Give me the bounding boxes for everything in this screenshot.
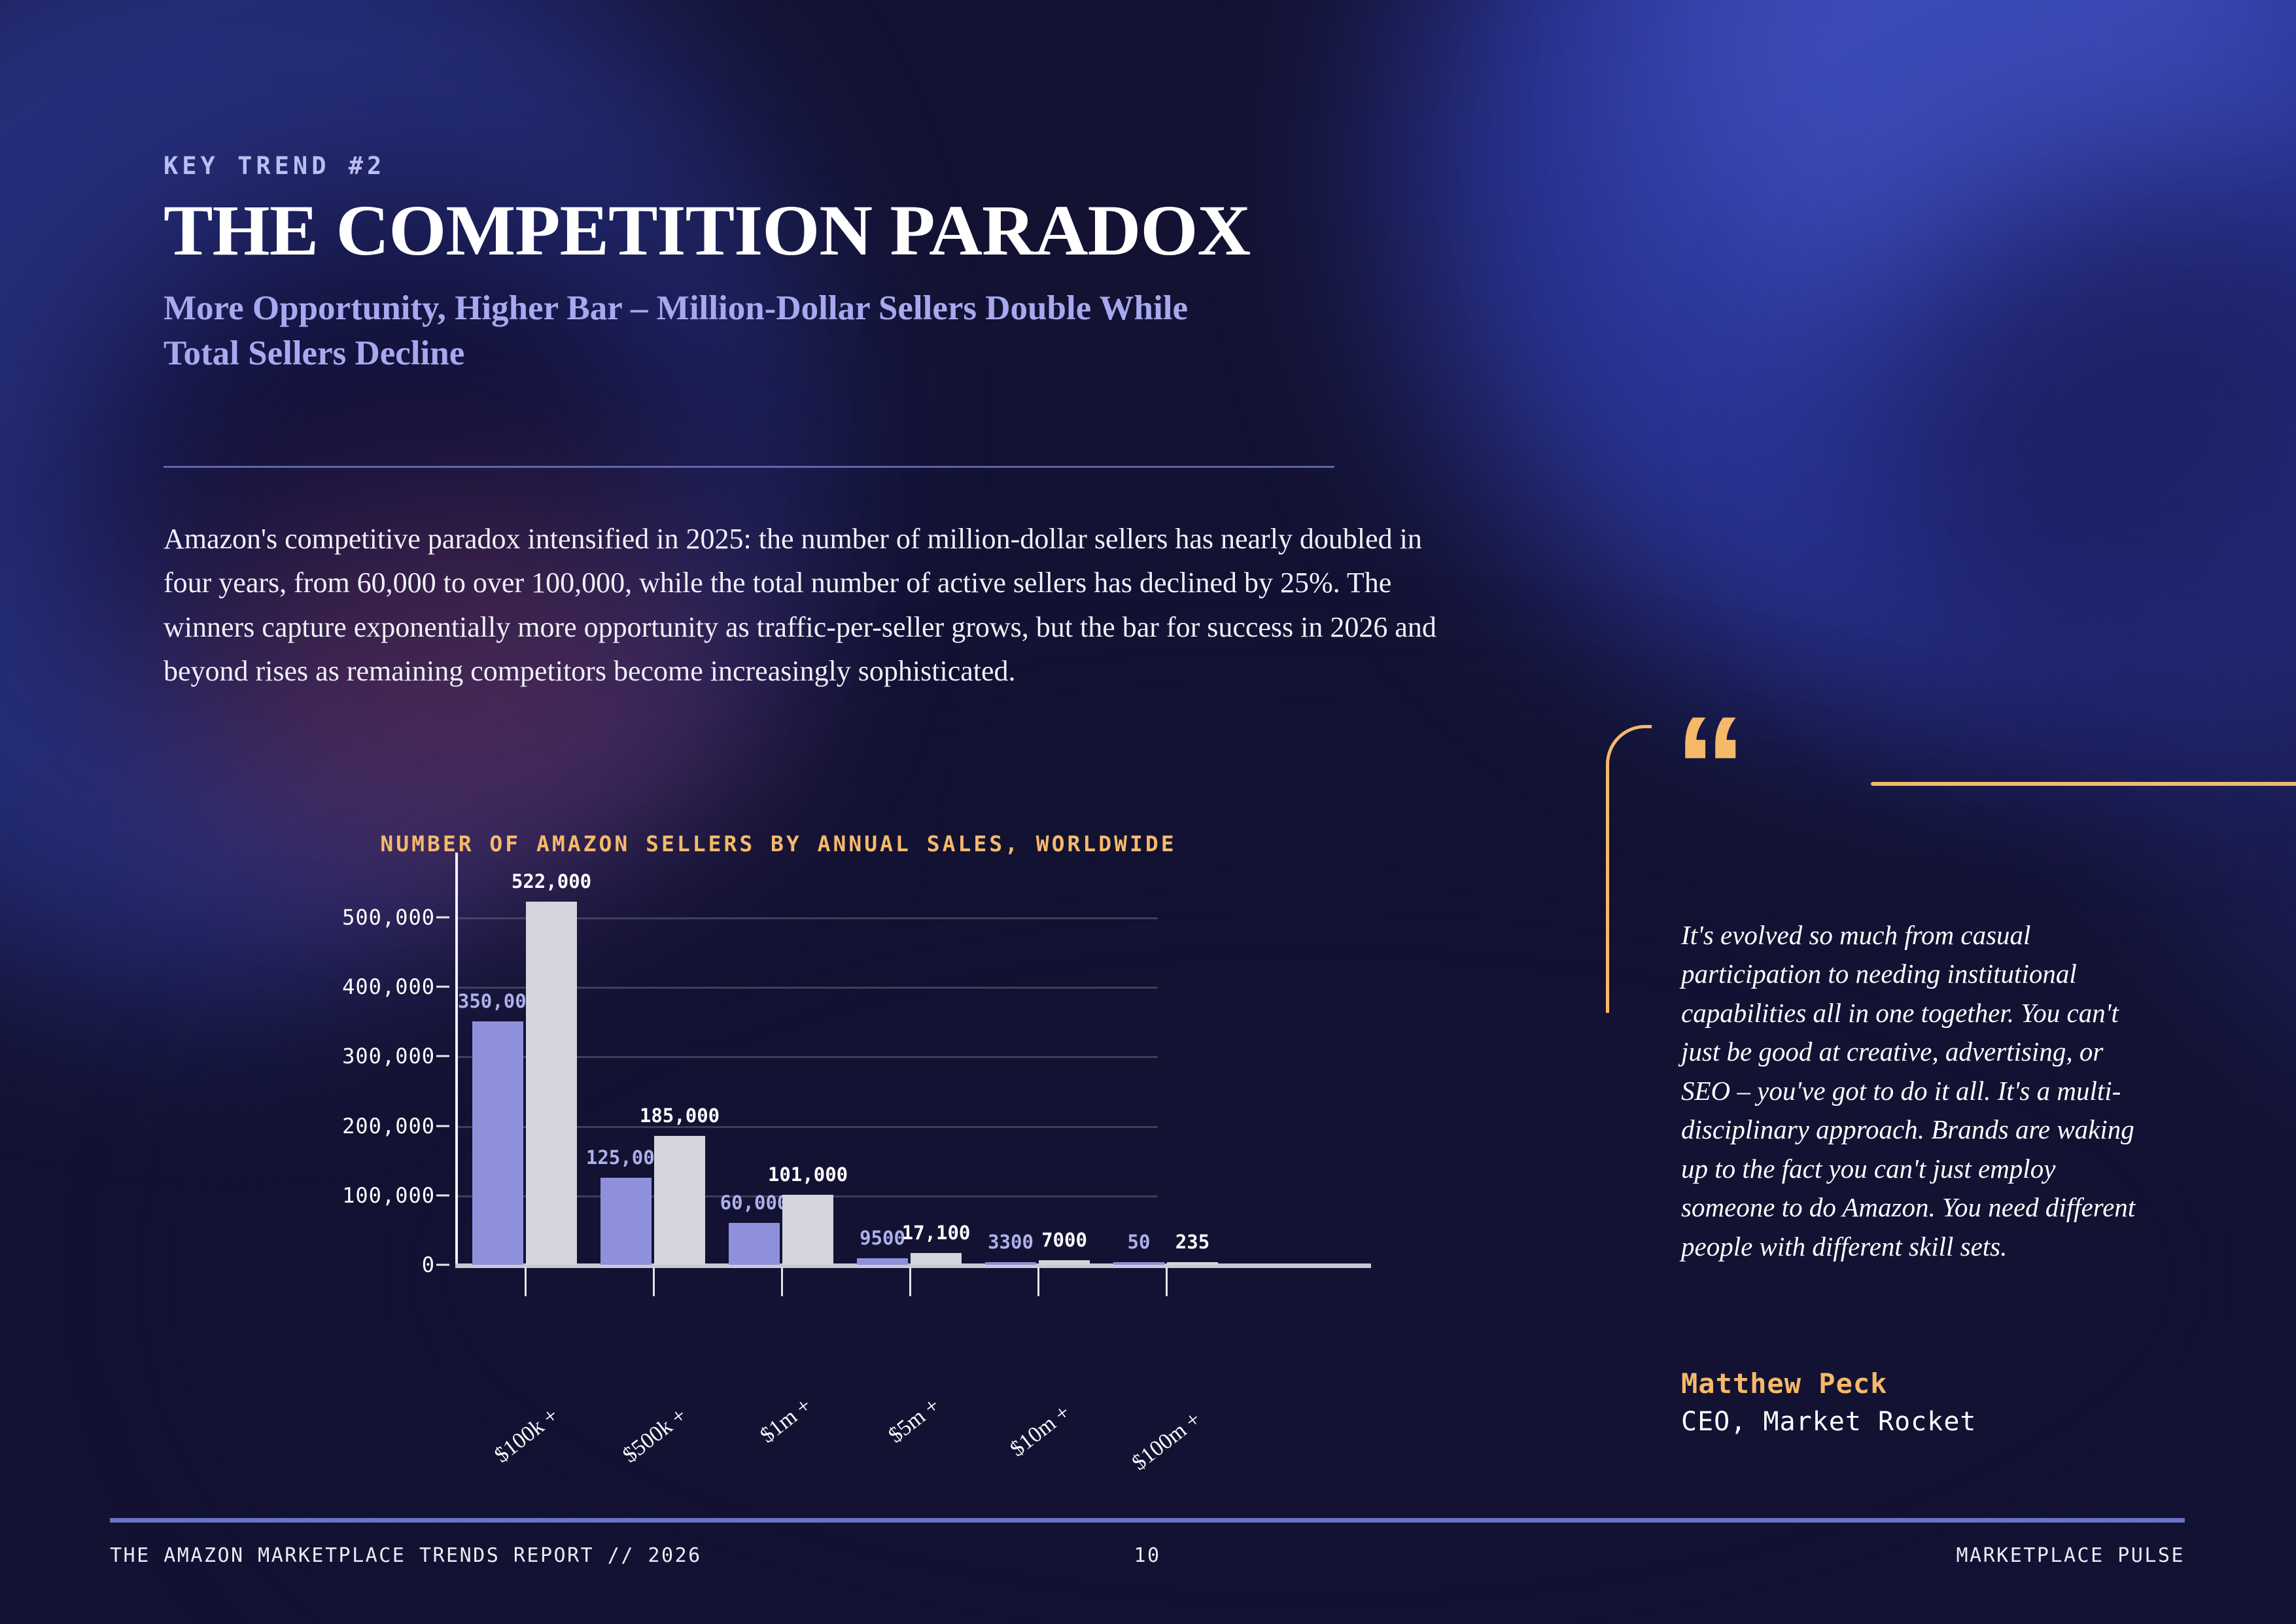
chart-bar-value-label: 7000 — [1041, 1228, 1087, 1251]
quote-role: CEO, Market Rocket — [1681, 1407, 1977, 1437]
page-header: KEY TREND #2 THE COMPETITION PARADOX Mor… — [164, 152, 1472, 376]
chart-y-tick-label: 100,000 — [342, 1182, 435, 1208]
chart-y-tick-mark — [436, 985, 449, 988]
quote-bracket-decoration — [1606, 725, 1652, 1013]
chart-bar-value-label: 9500 — [860, 1226, 905, 1249]
chart-y-tick-mark — [436, 1055, 449, 1057]
chart-bar-value-label: 235 — [1175, 1231, 1210, 1253]
chart-bar — [600, 1178, 652, 1265]
chart-x-tick-label: $5m + — [884, 1393, 945, 1448]
chart-bar — [857, 1258, 908, 1265]
chart-bar — [1167, 1262, 1218, 1265]
chart-y-tick-mark — [436, 1263, 449, 1266]
chart-bar — [1039, 1260, 1090, 1265]
chart-bar — [1113, 1262, 1164, 1265]
chart-bar-value-label: 60,000 — [720, 1192, 789, 1214]
chart-y-tick-label: 300,000 — [342, 1044, 435, 1069]
chart-plot-area: 350,000 522,000 $100k + 125,000 185,000 $500k… — [455, 853, 1371, 1475]
page-footer: THE AMAZON MARKETPLACE TRENDS REPORT // … — [110, 1544, 2185, 1577]
chart-y-tick-mark — [436, 916, 449, 919]
chart-y-axis-line — [455, 853, 458, 1265]
chart-gridline — [458, 987, 1158, 989]
chart-x-tick-mark — [781, 1267, 783, 1296]
chart-x-tick-mark — [1166, 1267, 1168, 1296]
sellers-bar-chart: NUMBER OF AMAZON SELLERS BY ANNUAL SALES… — [196, 831, 1537, 1475]
chart-bar — [911, 1252, 962, 1265]
chart-y-tick-label: 400,000 — [342, 974, 435, 999]
chart-y-tick-label: 0 — [421, 1252, 435, 1277]
chart-y-tick-mark — [436, 1194, 449, 1197]
chart-title: NUMBER OF AMAZON SELLERS BY ANNUAL SALES… — [380, 831, 1177, 856]
footer-brand: MARKETPLACE PULSE — [1956, 1544, 2185, 1567]
chart-x-tick-label: $1m + — [756, 1393, 816, 1448]
background-blob-magenta — [170, 510, 759, 916]
chart-bar-value-label: 125,000 — [585, 1146, 667, 1169]
quote-text: It's evolved so much from casual partici… — [1681, 920, 2136, 1262]
quote-mark-icon: “ — [1675, 686, 1749, 847]
chart-x-tick-mark — [653, 1267, 655, 1296]
chart-bar — [985, 1262, 1036, 1265]
chart-y-tick-label: 500,000 — [342, 904, 435, 930]
chart-gridline — [458, 1125, 1158, 1128]
chart-y-tick-mark — [436, 1125, 449, 1127]
intro-paragraph: Amazon's competitive paradox intensified… — [164, 523, 1436, 687]
chart-bar-value-label: 3300 — [988, 1231, 1034, 1253]
chart-y-axis: 0 100,000 200,000 300,000 400,000 500,000 — [196, 875, 455, 1277]
header-divider — [164, 466, 1334, 468]
footer-divider — [110, 1518, 2185, 1523]
chart-x-tick-label: $100m + — [1127, 1407, 1206, 1475]
chart-bar-value-label: 101,000 — [767, 1163, 848, 1186]
chart-bar — [782, 1194, 833, 1265]
chart-bar-value-label: 350,000 — [457, 990, 538, 1013]
chart-x-tick-mark — [909, 1267, 911, 1296]
page-subtitle: More Opportunity, Higher Bar – Million-D… — [164, 289, 1188, 372]
kicker-label: KEY TREND #2 — [164, 152, 386, 180]
footer-page-number: 10 — [1134, 1544, 1161, 1567]
chart-bar — [526, 902, 577, 1265]
page-title: THE COMPETITION PARADOX — [164, 190, 1251, 270]
chart-x-tick-mark — [525, 1267, 527, 1296]
chart-x-tick-label: $500k + — [618, 1403, 691, 1468]
footer-report-title: THE AMAZON MARKETPLACE TRENDS REPORT // … — [110, 1544, 702, 1567]
chart-bar-value-label: 17,100 — [901, 1221, 971, 1244]
chart-gridline — [458, 1056, 1158, 1059]
chart-bar — [654, 1136, 705, 1265]
chart-x-axis-line — [455, 1263, 1371, 1268]
chart-bar-value-label: 522,000 — [511, 870, 592, 893]
chart-gridline — [458, 917, 1158, 919]
chart-bar-value-label: 50 — [1127, 1231, 1151, 1253]
chart-bar — [472, 1021, 523, 1265]
chart-x-tick-label: $100k + — [490, 1403, 563, 1468]
chart-bar — [729, 1223, 780, 1265]
chart-plot-wrapper: 0 100,000 200,000 300,000 400,000 500,000 350… — [196, 853, 1537, 1475]
chart-y-tick-label: 200,000 — [342, 1113, 435, 1139]
quote-author: Matthew Peck — [1681, 1368, 1888, 1400]
chart-x-tick-mark — [1037, 1267, 1039, 1296]
chart-bar-value-label: 185,000 — [639, 1104, 720, 1127]
quote-divider — [1871, 782, 2296, 786]
chart-x-tick-label: $10m + — [1005, 1400, 1075, 1462]
